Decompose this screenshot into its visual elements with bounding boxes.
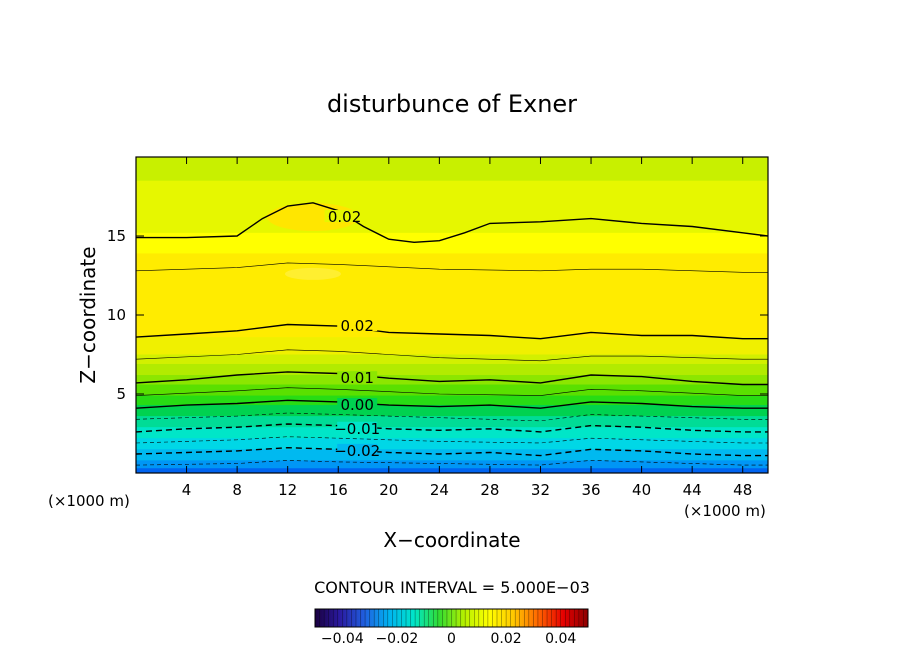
x-tick-label: 24 — [430, 481, 449, 499]
x-tick-label: 16 — [329, 481, 348, 499]
colorbar-tick-label: −0.04 — [321, 631, 364, 647]
contour-interval-text: CONTOUR INTERVAL = 5.000E−03 — [314, 578, 590, 597]
colorbar-tick-label: 0.02 — [491, 631, 522, 647]
y-axis-label: Z−coordinate — [76, 246, 100, 383]
colorbar-segments — [319, 609, 584, 627]
x-tick-label: 28 — [480, 481, 499, 499]
labeled-contour-lines: 0.02 0.02 0.01 0.00 −0.01 −0.02 — [136, 202, 768, 460]
contour-label-background — [337, 443, 378, 456]
y-tick-label: 15 — [107, 227, 126, 245]
x-axis-label: X−coordinate — [383, 528, 520, 552]
contour-label-background — [337, 371, 378, 384]
contour-label: −0.02 — [334, 442, 380, 460]
y-tick-label: 5 — [116, 385, 126, 403]
x-tick-label: 4 — [182, 481, 192, 499]
colorbar-tick-label: −0.02 — [375, 631, 418, 647]
thin-contour-line — [136, 387, 768, 396]
y-axis-ticks: 5 10 15 — [107, 227, 768, 403]
filled-contour-bands — [136, 157, 768, 473]
thin-contour-line — [136, 262, 768, 273]
contour-label-background — [337, 398, 378, 411]
colorbar-tick-labels: −0.04 −0.02 0 0.02 0.04 — [321, 631, 577, 647]
colorbar: −0.04 −0.02 0 0.02 0.04 — [314, 608, 589, 647]
x-unit-right: (×1000 m) — [684, 502, 766, 520]
contour-label: 0.00 — [340, 396, 373, 414]
thin-contour-line — [136, 349, 768, 362]
x-tick-label: 40 — [632, 481, 651, 499]
thin-contour-lines — [136, 262, 768, 466]
contour-label: −0.01 — [334, 420, 380, 438]
contour-label-background — [324, 210, 365, 223]
fill-band — [136, 468, 768, 473]
fill-blob — [284, 267, 341, 280]
x-tick-label: 48 — [733, 481, 752, 499]
contour-line — [136, 202, 768, 244]
thin-contour-line — [136, 460, 768, 466]
contour-line — [136, 371, 768, 386]
x-tick-label: 36 — [581, 481, 600, 499]
x-tick-label: 12 — [278, 481, 297, 499]
colorbar-tick-label: 0.04 — [545, 631, 576, 647]
thin-contour-line — [136, 412, 768, 422]
x-axis-ticks: 4 8 12 16 20 24 28 32 36 40 44 48 — [182, 157, 752, 499]
chart-title: disturbunce of Exner — [327, 90, 577, 118]
contour-label-background — [337, 421, 378, 434]
x-tick-label: 8 — [232, 481, 242, 499]
contour-line — [136, 399, 768, 409]
contour-label: 0.01 — [340, 369, 373, 387]
contour-label: 0.02 — [328, 208, 361, 226]
y-tick-label: 10 — [107, 306, 126, 324]
x-tick-label: 20 — [379, 481, 398, 499]
contour-line — [136, 323, 768, 340]
x-unit-left: (×1000 m) — [48, 492, 130, 510]
x-tick-label: 44 — [683, 481, 702, 499]
thin-contour-line — [136, 436, 768, 444]
x-tick-label: 32 — [531, 481, 550, 499]
contour-label: 0.02 — [340, 317, 373, 335]
colorbar-tick-label: 0 — [447, 631, 456, 647]
contour-label-background — [337, 319, 378, 332]
